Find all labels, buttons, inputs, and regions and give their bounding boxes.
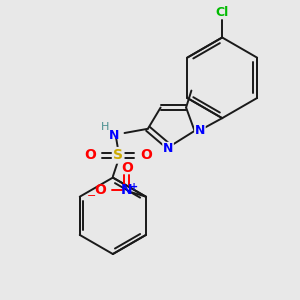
Text: −: −: [87, 190, 97, 201]
Text: N: N: [163, 142, 173, 155]
Text: O: O: [140, 148, 152, 162]
Text: N: N: [121, 183, 133, 197]
Text: +: +: [130, 182, 138, 192]
Text: O: O: [85, 148, 97, 162]
Text: O: O: [94, 183, 106, 197]
Text: H: H: [101, 122, 110, 132]
Text: O: O: [121, 161, 133, 175]
Text: S: S: [113, 148, 123, 162]
Text: N: N: [195, 124, 205, 137]
Text: N: N: [109, 129, 119, 142]
Text: Cl: Cl: [216, 5, 229, 19]
